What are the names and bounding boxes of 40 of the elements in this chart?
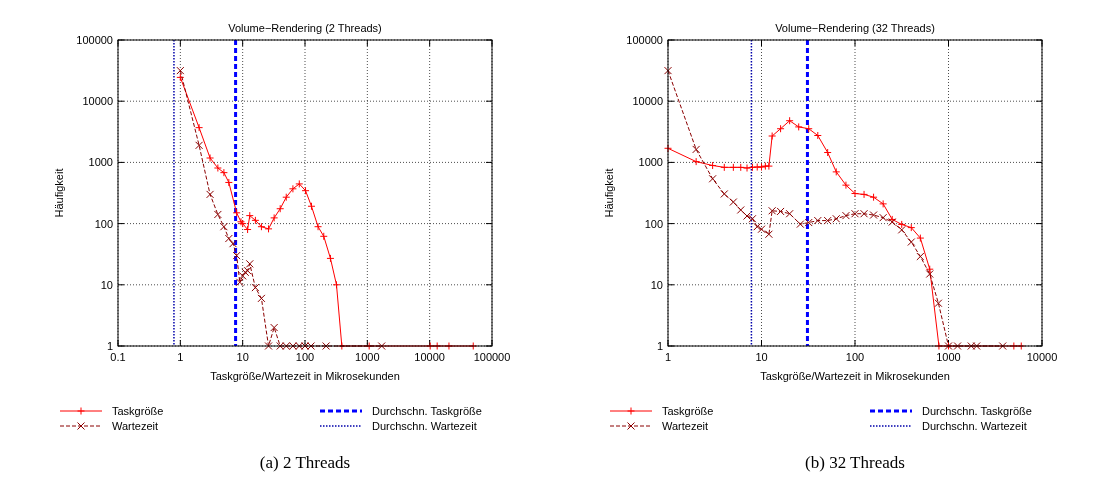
legend-label: Durchschn. Taskgröße xyxy=(372,405,482,417)
legend-label: Durchschn. Wartezeit xyxy=(922,420,1027,432)
x-axis-title: Taskgröße/Wartezeit in Mikrosekunden xyxy=(760,370,950,382)
y-axis-title: Häufigkeit xyxy=(603,168,615,218)
y-tick-label: 10 xyxy=(650,278,663,291)
y-axis-title: Häufigkeit xyxy=(53,168,65,218)
text: (b) 32 Threads xyxy=(805,453,905,472)
legend-label: Wartezeit xyxy=(662,420,709,432)
legend-label: Durchschn. Wartezeit xyxy=(372,420,477,432)
legend-label: Taskgröße xyxy=(112,405,164,417)
chart-title: Volume−Rendering (2 Threads) xyxy=(228,22,382,34)
y-tick-label: 100 xyxy=(94,217,113,230)
chart-title: Volume−Rendering (32 Threads) xyxy=(775,22,935,34)
x-tick-label: 10 xyxy=(236,351,249,363)
y-tick-label: 100000 xyxy=(626,34,663,46)
y-tick-label: 10 xyxy=(100,278,113,291)
x-axis-title: Taskgröße/Wartezeit in Mikrosekunden xyxy=(210,370,400,382)
y-tick-label: 10000 xyxy=(82,95,113,108)
x-tick-label: 10 xyxy=(755,351,768,363)
legend-label: Wartezeit xyxy=(112,420,159,432)
y-tick-label: 1000 xyxy=(638,156,663,169)
x-tick-label: 1 xyxy=(664,351,672,363)
legend-label: Taskgröße xyxy=(662,405,714,417)
legend-label: Durchschn. Taskgröße xyxy=(922,405,1032,417)
y-tick-label: 1 xyxy=(656,340,663,352)
x-tick-label: 1 xyxy=(177,351,184,363)
y-tick-label: 10000 xyxy=(632,95,663,108)
y-tick-label: 1000 xyxy=(88,156,113,169)
x-tick-label: 10000 xyxy=(1026,351,1058,363)
x-tick-label: 0.1 xyxy=(110,351,126,363)
y-tick-label: 1 xyxy=(106,340,113,352)
text: (a) 2 Threads xyxy=(259,453,351,472)
x-tick-label: 1000 xyxy=(355,351,380,363)
y-tick-label: 100 xyxy=(644,217,663,230)
x-tick-label: 1000 xyxy=(936,351,961,363)
x-tick-label: 100000 xyxy=(473,351,511,363)
x-tick-label: 100 xyxy=(295,351,315,363)
y-tick-label: 100000 xyxy=(76,34,113,46)
x-tick-label: 100 xyxy=(845,351,865,363)
x-tick-label: 10000 xyxy=(414,351,445,363)
